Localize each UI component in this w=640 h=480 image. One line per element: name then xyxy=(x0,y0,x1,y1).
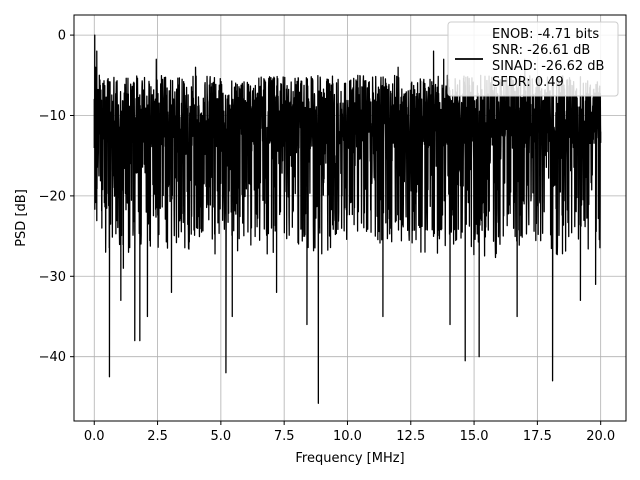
x-tick-label: 20.0 xyxy=(586,429,615,444)
y-tick-label: −20 xyxy=(39,189,66,204)
psd-series-line xyxy=(93,34,602,404)
legend-sfdr: SFDR: 0.49 xyxy=(492,75,564,90)
x-tick-label: 7.5 xyxy=(274,429,295,444)
y-tick-label: −10 xyxy=(39,109,66,124)
x-tick-label: 17.5 xyxy=(523,429,552,444)
x-axis-label: Frequency [MHz] xyxy=(295,451,404,466)
x-axis-ticks: 0.0 2.5 5.0 7.5 10.0 12.5 15.0 17.5 20.0 xyxy=(84,421,615,444)
x-tick-label: 0.0 xyxy=(84,429,105,444)
legend-snr: SNR: -26.61 dB xyxy=(492,43,590,58)
x-tick-label: 12.5 xyxy=(396,429,425,444)
legend: ENOB: -4.71 bits SNR: -26.61 dB SINAD: -… xyxy=(447,21,619,97)
y-axis-label: PSD [dB] xyxy=(14,189,29,247)
x-tick-label: 10.0 xyxy=(333,429,362,444)
legend-box xyxy=(447,21,619,97)
axes-frame xyxy=(73,14,627,422)
y-axis-ticks: 0 −10 −20 −30 −40 xyxy=(39,29,74,365)
y-tick-label: −40 xyxy=(39,350,66,365)
x-tick-label: 2.5 xyxy=(147,429,168,444)
y-tick-label: −30 xyxy=(39,270,66,285)
x-tick-label: 5.0 xyxy=(211,429,232,444)
legend-enob: ENOB: -4.71 bits xyxy=(492,27,599,42)
legend-sinad: SINAD: -26.62 dB xyxy=(492,59,604,74)
plot-area xyxy=(93,34,602,404)
x-tick-label: 15.0 xyxy=(460,429,489,444)
y-tick-label: 0 xyxy=(58,29,66,44)
